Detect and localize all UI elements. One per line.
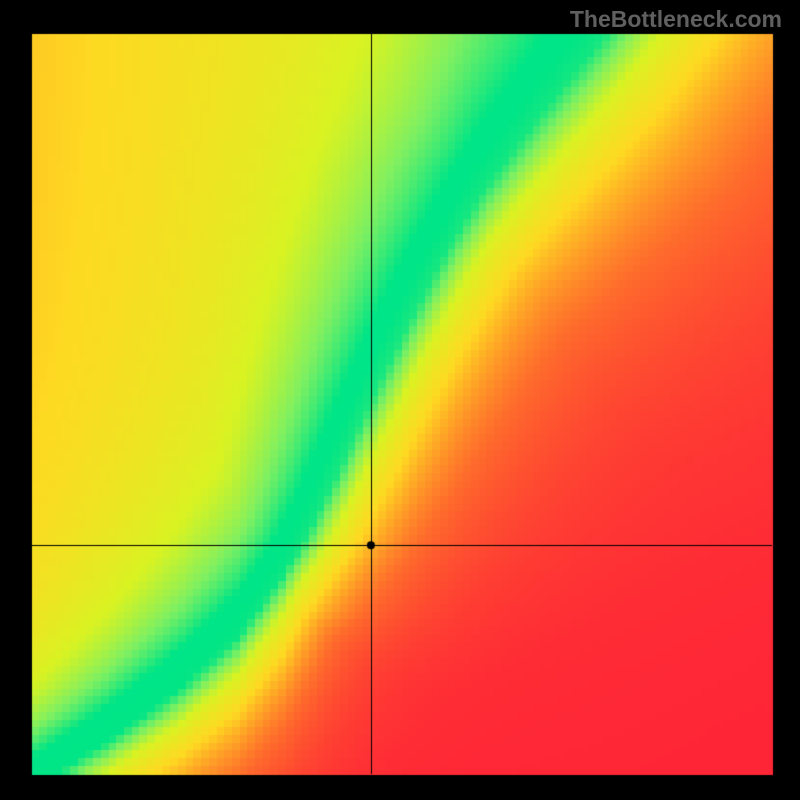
heatmap-canvas <box>0 0 800 800</box>
chart-container: TheBottleneck.com <box>0 0 800 800</box>
watermark: TheBottleneck.com <box>570 6 782 33</box>
